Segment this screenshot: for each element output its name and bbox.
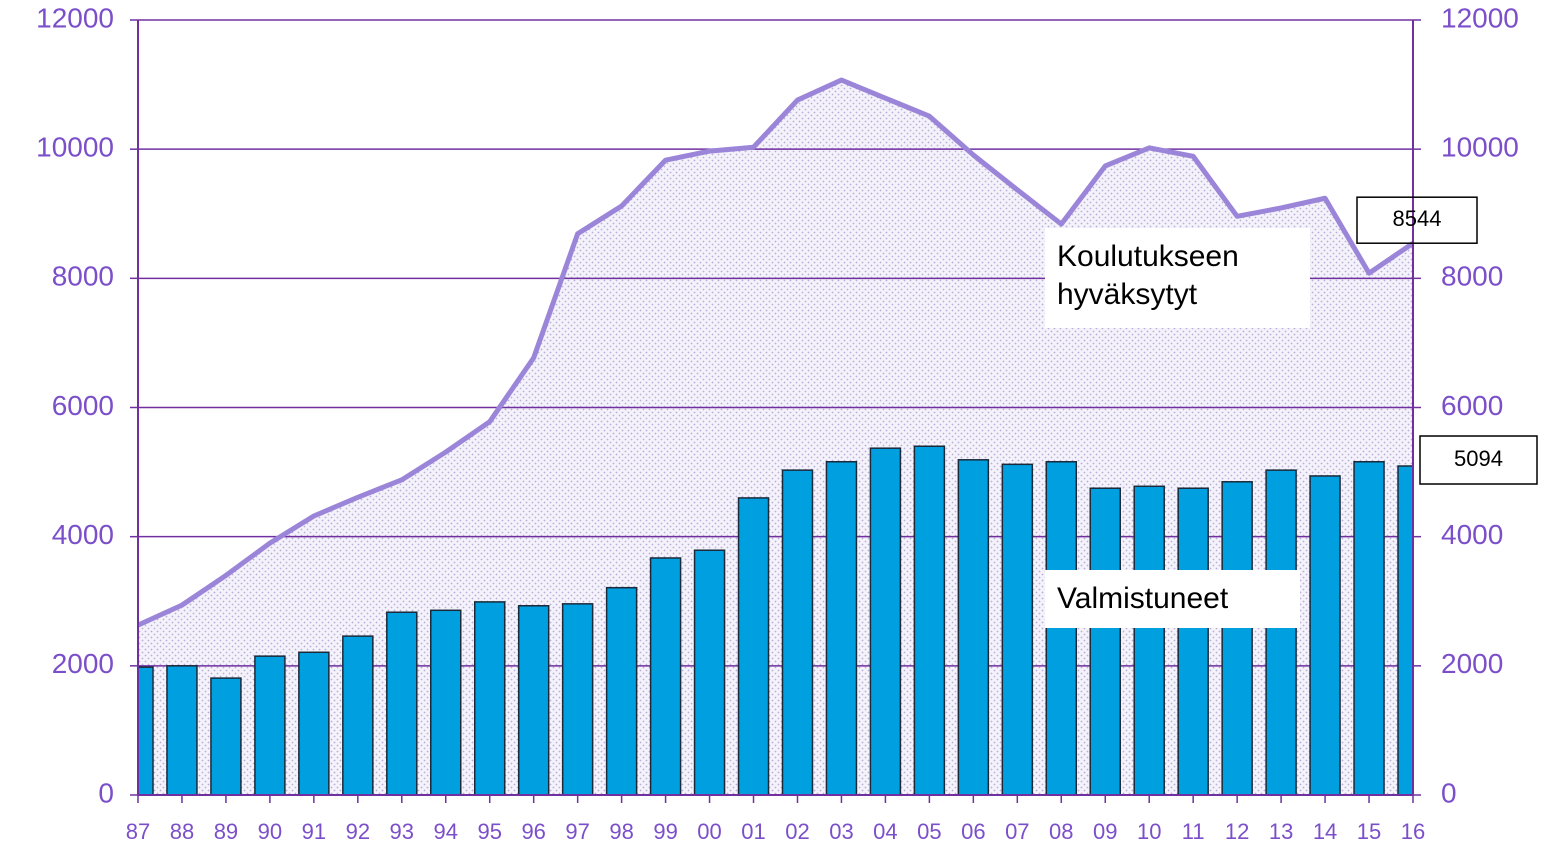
series-label: Valmistuneet [1045, 570, 1300, 628]
bar [957, 459, 990, 795]
y2-tick-label: 10000 [1441, 132, 1519, 163]
x-tick-label: 89 [214, 819, 238, 844]
x-tick-label: 16 [1401, 819, 1425, 844]
bar [138, 666, 154, 795]
bar [517, 605, 550, 795]
x-tick-label: 87 [126, 819, 150, 844]
x-tick-label: 10 [1137, 819, 1161, 844]
value-label-box [1356, 196, 1478, 244]
value-label-box [1419, 435, 1538, 485]
value-label: 8544 [1393, 206, 1442, 231]
y-tick-label: 6000 [52, 390, 114, 421]
x-tick-label: 99 [653, 819, 677, 844]
y-tick-label: 8000 [52, 261, 114, 292]
x-tick-label: 08 [1049, 819, 1073, 844]
bar [430, 609, 462, 795]
x-tick-label: 94 [434, 819, 458, 844]
series-label: Koulutukseen hyväksytyt [1045, 228, 1310, 328]
y2-tick-label: 12000 [1441, 2, 1519, 33]
bar [1089, 487, 1121, 795]
y-tick-label: 0 [98, 777, 114, 808]
x-tick-label: 04 [873, 819, 897, 844]
bar [913, 445, 946, 795]
bar [386, 611, 418, 795]
x-tick-label: 91 [302, 819, 326, 844]
bar [781, 469, 814, 795]
x-tick-label: 15 [1357, 819, 1381, 844]
bar [1265, 469, 1297, 795]
bar [649, 557, 682, 795]
bar [1221, 481, 1253, 795]
x-tick-label: 07 [1005, 819, 1029, 844]
x-tick-label: 09 [1093, 819, 1117, 844]
y-tick-label: 10000 [36, 132, 114, 163]
bar [298, 651, 330, 795]
x-tick-label: 92 [346, 819, 370, 844]
x-tick-label: 00 [697, 819, 721, 844]
y2-tick-label: 2000 [1441, 648, 1503, 679]
x-tick-label: 93 [390, 819, 414, 844]
bar [869, 447, 902, 795]
x-tick-label: 88 [170, 819, 194, 844]
bar [254, 655, 286, 795]
x-tick-label: 13 [1269, 819, 1293, 844]
x-tick-label: 14 [1313, 819, 1337, 844]
x-tick-label: 97 [565, 819, 589, 844]
bar [210, 677, 242, 795]
bar [1397, 465, 1413, 795]
x-tick-label: 02 [785, 819, 809, 844]
x-tick-label: 12 [1225, 819, 1249, 844]
bar [737, 497, 770, 795]
x-tick-label: 05 [917, 819, 941, 844]
bar [1133, 485, 1165, 795]
bar [166, 665, 198, 795]
x-tick-label: 06 [961, 819, 985, 844]
bar [693, 549, 726, 795]
bar [1309, 475, 1341, 795]
bar [605, 586, 638, 795]
x-tick-label: 90 [258, 819, 282, 844]
bar [1353, 461, 1385, 795]
y-tick-label: 12000 [36, 2, 114, 33]
y-tick-label: 2000 [52, 648, 114, 679]
y2-tick-label: 6000 [1441, 390, 1503, 421]
bar [473, 601, 506, 795]
bar [342, 635, 374, 795]
bar [825, 461, 858, 795]
x-tick-label: 03 [829, 819, 853, 844]
value-label: 5094 [1454, 446, 1503, 471]
x-tick-label: 98 [609, 819, 633, 844]
x-tick-label: 95 [477, 819, 501, 844]
x-tick-label: 01 [741, 819, 765, 844]
y2-tick-label: 0 [1441, 777, 1457, 808]
bar [1045, 461, 1078, 795]
y2-tick-label: 4000 [1441, 519, 1503, 550]
bar-layer [138, 445, 1413, 795]
bar [1177, 487, 1209, 795]
y2-tick-label: 8000 [1441, 261, 1503, 292]
bar [1001, 463, 1034, 795]
bar [561, 603, 594, 795]
y-tick-label: 4000 [52, 519, 114, 550]
x-tick-label: 96 [521, 819, 545, 844]
line [136, 77, 1415, 628]
x-tick-label: 11 [1182, 819, 1205, 844]
